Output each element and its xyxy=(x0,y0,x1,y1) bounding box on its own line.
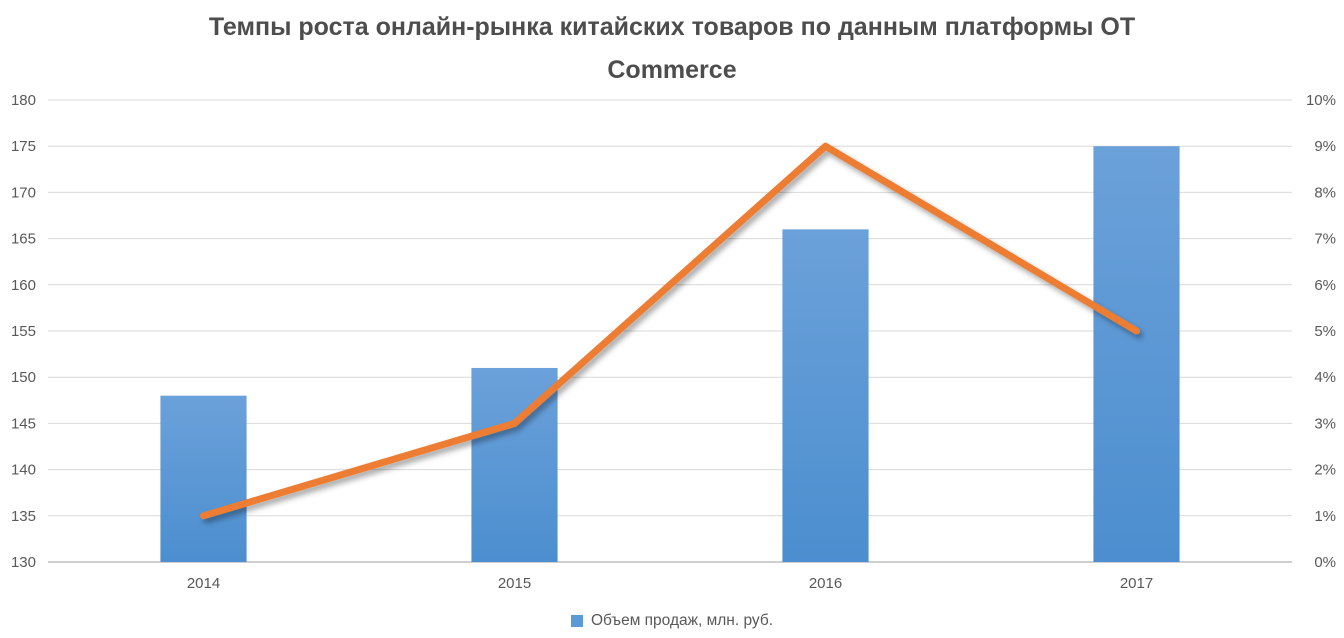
right-axis-tick: 7% xyxy=(1314,231,1336,248)
left-axis-tick: 140 xyxy=(11,462,36,479)
left-axis-tick: 165 xyxy=(11,231,36,248)
x-axis-tick: 2016 xyxy=(809,575,842,592)
x-axis-tick: 2015 xyxy=(498,575,531,592)
right-axis-tick: 6% xyxy=(1314,277,1336,294)
left-axis-tick: 135 xyxy=(11,508,36,525)
growth-line xyxy=(200,142,1140,520)
line-series xyxy=(200,142,1140,520)
left-axis-tick: 175 xyxy=(11,138,36,155)
legend-label-bar: Объем продаж, млн. руб. xyxy=(590,612,774,629)
left-axis-tick: 130 xyxy=(11,554,36,571)
bar-series xyxy=(160,146,1180,563)
right-axis-tick: 10% xyxy=(1306,92,1336,109)
right-axis-tick: 5% xyxy=(1314,323,1336,340)
right-axis-tick: 4% xyxy=(1314,369,1336,386)
chart-title: Темпы роста онлайн-рынка китайских товар… xyxy=(208,13,1136,84)
right-axis-tick: 9% xyxy=(1314,138,1336,155)
x-axis-tick-labels: 2014 2015 2016 2017 xyxy=(187,575,1153,592)
right-axis-tick: 3% xyxy=(1314,415,1336,432)
left-axis-tick: 155 xyxy=(11,323,36,340)
right-axis-tick: 1% xyxy=(1314,508,1336,525)
right-axis-tick: 8% xyxy=(1314,184,1336,201)
legend-marker-bar xyxy=(570,615,583,627)
left-axis-tick: 180 xyxy=(11,92,36,109)
chart-legend: Объем продаж, млн. руб. xyxy=(0,608,1344,634)
left-axis-tick: 150 xyxy=(11,369,36,386)
left-axis-tick-labels: 180 175 170 165 160 155 150 145 140 135 130 xyxy=(11,92,36,571)
bar-2014 xyxy=(160,395,247,562)
right-axis-tick: 2% xyxy=(1314,462,1336,479)
bar-2017 xyxy=(1093,146,1180,562)
left-axis-tick: 170 xyxy=(11,184,36,201)
right-axis-tick: 0% xyxy=(1314,554,1336,571)
bar-2016 xyxy=(782,229,869,563)
x-axis-tick: 2017 xyxy=(1120,575,1153,592)
left-axis-tick: 145 xyxy=(11,415,36,432)
left-axis-tick: 160 xyxy=(11,277,36,294)
x-axis-tick: 2014 xyxy=(187,575,220,592)
right-axis-tick-labels: 10% 9% 8% 7% 6% 5% 4% 3% 2% 1% 0% xyxy=(1306,92,1336,571)
